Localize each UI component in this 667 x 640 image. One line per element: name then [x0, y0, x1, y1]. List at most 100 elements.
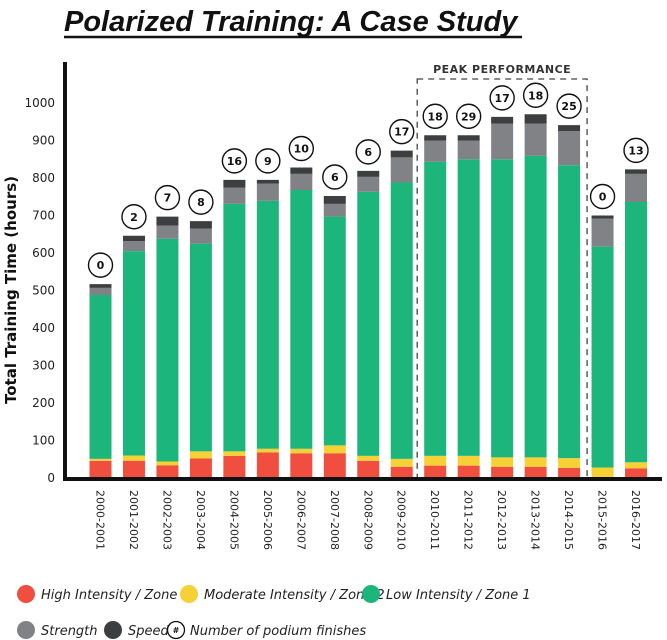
legend-swatch [104, 621, 122, 639]
x-tick-label: 2015-2016 [596, 490, 609, 550]
bar-segment-moderate-intensity-zone-2 [558, 458, 581, 468]
podium-legend-icon [166, 620, 186, 640]
bar-segment-high-intensity-zone-3 [122, 460, 145, 478]
bar-segment-strength [323, 203, 346, 217]
bar-segment-high-intensity-zone-3 [357, 460, 380, 478]
bar-segment-low-intensity-zone-1 [156, 238, 179, 462]
bar-segment-high-intensity-zone-3 [189, 458, 212, 478]
podium-count-badge [522, 82, 549, 108]
podium-count-label: 17 [394, 126, 409, 139]
legend-label: Strength [41, 624, 98, 639]
bar-segment-strength [89, 287, 112, 295]
peak-performance-label: PEAK PERFORMANCE [433, 63, 571, 76]
podium-count-label: 25 [561, 100, 576, 113]
podium-count-label: 18 [428, 110, 443, 123]
bar-segment-speed [357, 170, 380, 177]
podium-count-label: 17 [494, 92, 509, 105]
bar-segment-low-intensity-zone-1 [89, 295, 112, 459]
bar-segment-moderate-intensity-zone-2 [256, 448, 279, 453]
legend-label: Number of podium finishes [190, 624, 366, 639]
bar-segment-moderate-intensity-zone-2 [290, 448, 313, 454]
bar-segment-low-intensity-zone-1 [122, 251, 145, 456]
podium-count-label: 6 [331, 171, 339, 184]
bar-segment-strength [156, 225, 179, 239]
x-tick-label: 2001-2002 [127, 490, 140, 550]
bar-segment-speed [256, 179, 279, 184]
bar-segment-speed [424, 135, 447, 141]
bar-segment-high-intensity-zone-3 [223, 455, 246, 478]
y-tick-label: 300 [32, 359, 55, 373]
podium-count-label: 29 [461, 110, 476, 123]
bar-segment-strength [390, 157, 413, 183]
podium-count-label: 10 [294, 143, 310, 156]
podium-count-badge [389, 118, 415, 145]
x-tick-label: 2013-2014 [529, 490, 542, 550]
y-tick-label: 1000 [24, 96, 55, 110]
bar-segment-speed [323, 196, 346, 204]
podium-count-badge [154, 184, 181, 211]
y-axis-label: Total Training Time (hours) [2, 176, 20, 404]
bar-segment-strength [290, 173, 313, 190]
y-tick-label: 700 [32, 209, 55, 223]
podium-count-label: 7 [164, 192, 172, 205]
podium-count-badge [221, 148, 248, 174]
bar-segment-moderate-intensity-zone-2 [89, 458, 112, 461]
bar-segment-low-intensity-zone-1 [524, 155, 547, 458]
bar-segment-strength [357, 176, 380, 192]
x-tick-label: 2000-2001 [94, 490, 107, 550]
bar-segment-moderate-intensity-zone-2 [189, 451, 212, 459]
bar-segment-low-intensity-zone-1 [558, 165, 581, 459]
bar-segment-moderate-intensity-zone-2 [424, 455, 447, 466]
bar-segment-moderate-intensity-zone-2 [156, 461, 179, 466]
bar-segment-speed [156, 216, 179, 226]
podium-count-label: 18 [528, 89, 543, 102]
bar-segment-moderate-intensity-zone-2 [491, 457, 514, 467]
bar-segment-strength [457, 140, 480, 160]
bar-segment-moderate-intensity-zone-2 [625, 462, 648, 469]
podium-count-badge [288, 135, 315, 162]
bar-segment-low-intensity-zone-1 [357, 191, 380, 456]
podium-count-badge [355, 139, 381, 165]
bar-segment-high-intensity-zone-3 [524, 466, 547, 478]
bar-segment-high-intensity-zone-3 [256, 452, 279, 478]
x-tick-label: 2016-2017 [629, 490, 642, 550]
bar-segment-speed [89, 284, 112, 288]
bar-segment-high-intensity-zone-3 [323, 453, 346, 478]
bar-segment-high-intensity-zone-3 [89, 460, 112, 478]
bar-segment-strength [558, 131, 581, 166]
bar-segment-strength [189, 228, 212, 244]
bar-segment-speed [491, 116, 514, 124]
podium-count-badge [589, 183, 616, 210]
bar-segment-high-intensity-zone-3 [625, 468, 648, 478]
chart-title: Polarized Training: A Case Study [64, 6, 519, 38]
x-tick-label: 2004-2005 [227, 490, 240, 550]
bar-segment-speed [625, 169, 648, 174]
bar-segment-moderate-intensity-zone-2 [357, 455, 380, 461]
bar-segment-low-intensity-zone-1 [625, 202, 648, 463]
podium-count-badge [255, 148, 281, 174]
bar-segment-high-intensity-zone-3 [457, 465, 480, 478]
bar-segment-moderate-intensity-zone-2 [591, 467, 614, 478]
y-tick-label: 200 [32, 396, 55, 410]
bar-segment-strength [223, 187, 246, 204]
podium-count-label: 2 [130, 211, 138, 224]
bar-segment-low-intensity-zone-1 [323, 216, 346, 446]
bar-segment-speed [457, 135, 480, 141]
bar-segment-speed [591, 215, 614, 219]
bar-segment-moderate-intensity-zone-2 [223, 451, 246, 456]
bar-segment-speed [189, 221, 212, 229]
bar-segment-speed [290, 167, 313, 174]
podium-count-badge [121, 204, 147, 230]
bar-segment-low-intensity-zone-1 [424, 161, 447, 456]
bar-segment-speed [524, 114, 547, 124]
x-tick-label: 2003-2004 [194, 490, 207, 550]
y-tick-label: 500 [32, 284, 55, 298]
x-tick-label: 2002-2003 [160, 490, 173, 550]
podium-count-badge [188, 189, 214, 215]
bar-segment-low-intensity-zone-1 [290, 190, 313, 449]
x-tick-label: 2007-2008 [328, 490, 341, 550]
y-tick-label: 100 [32, 434, 55, 448]
x-tick-label: 2006-2007 [294, 490, 307, 550]
bar-segment-speed [390, 150, 413, 158]
x-tick-label: 2014-2015 [562, 490, 575, 550]
